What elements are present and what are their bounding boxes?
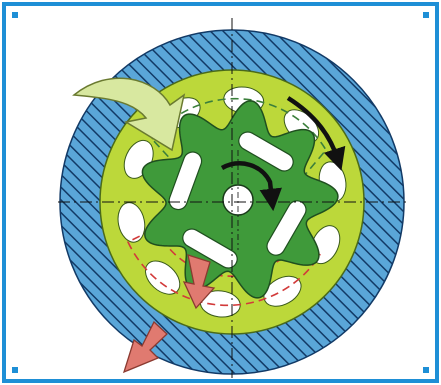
frame-corner-br xyxy=(423,367,429,373)
inner-rotor-slots xyxy=(168,131,307,269)
frame-corner-tr xyxy=(423,12,429,18)
frame-corner-tl xyxy=(12,12,18,18)
kidney-slot xyxy=(168,151,203,211)
outlet-arrow-icon xyxy=(182,254,216,310)
fluid-chamber xyxy=(263,275,302,307)
fluid-chamber xyxy=(117,202,146,243)
kidney-slot xyxy=(238,131,294,172)
outlet-arrow-icon xyxy=(122,320,168,374)
fluid-chamber xyxy=(144,260,181,295)
kidney-slot xyxy=(182,228,238,269)
inlet-arrow-icon xyxy=(72,77,186,152)
rotation-arrow-icon xyxy=(286,96,346,171)
frame-corner-bl xyxy=(12,367,18,373)
rotation-arrow-icon xyxy=(220,161,282,212)
